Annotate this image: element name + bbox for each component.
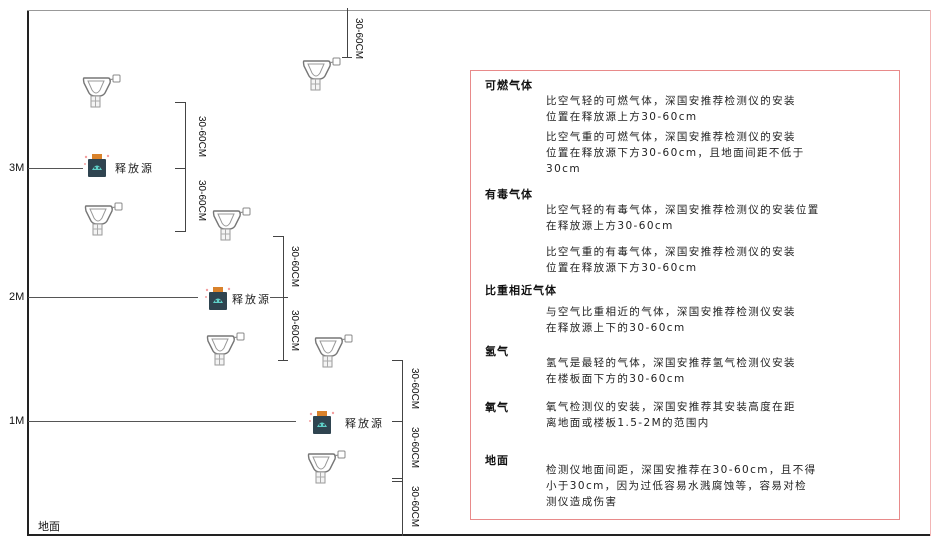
- section-paragraph: 检测仪地面间距，深国安推荐在30-60cm，且不得 小于30cm，因为过低容易水溅…: [546, 462, 817, 510]
- dim-tick: [278, 297, 288, 298]
- ceiling-line: [27, 10, 931, 11]
- section-paragraph: 比空气轻的可燃气体，深国安推荐检测仪的安装 位置在释放源上方30-60cm: [546, 93, 796, 125]
- paragraph-line: 与空气比重相近的气体，深国安推荐检测仪安装: [546, 306, 796, 318]
- dim-tick: [392, 478, 402, 479]
- wall-left: [27, 10, 29, 536]
- section-title: 地面: [485, 454, 509, 467]
- paragraph-line: 在楼板面下方的30-60cm: [546, 373, 686, 385]
- gas-detector-icon: [80, 200, 124, 240]
- gas-detector-icon: [78, 72, 122, 112]
- dim-tick: [392, 421, 402, 422]
- level-line-1m: [28, 421, 296, 422]
- section-paragraph: 比空气轻的有毒气体，深国安推荐检测仪的安装位置 在释放源上方30-60cm: [546, 202, 820, 234]
- paragraph-line: 离地面或楼板1.5-2M的范围内: [546, 417, 710, 429]
- dim-tick: [392, 481, 402, 482]
- level-line-3m: [28, 168, 83, 169]
- dim-tick: [273, 236, 283, 237]
- paragraph-line: 位置在释放源下方30-60cm: [546, 262, 698, 274]
- dim-line-3m: [185, 102, 186, 232]
- gas-detector-icon: [303, 448, 347, 488]
- dim-label: 30-60CM: [289, 310, 300, 352]
- section-title: 比重相近气体: [485, 284, 557, 297]
- paragraph-line: 小于30cm，因为过低容易水溅腐蚀等，容易对检: [546, 480, 808, 492]
- section-title: 有毒气体: [485, 188, 533, 201]
- gas-detector-icon: [202, 330, 246, 370]
- gas-detector-icon: [310, 332, 354, 372]
- section-paragraph: 氢气是最轻的气体，深国安推荐氢气检测仪安装 在楼板面下方的30-60cm: [546, 355, 796, 387]
- gas-source-icon: [83, 151, 111, 183]
- section-title: 氢气: [485, 345, 509, 358]
- dim-line-top: [347, 8, 348, 58]
- dim-label: 30-60CM: [353, 18, 364, 60]
- paragraph-line: 比空气重的可燃气体，深国安推荐检测仪的安装: [546, 131, 796, 143]
- level-line-2m: [28, 297, 198, 298]
- ground-label: 地面: [38, 520, 60, 533]
- info-panel: 可燃气体 比空气轻的可燃气体，深国安推荐检测仪的安装 位置在释放源上方30-60cm…: [470, 70, 900, 520]
- paragraph-line: 在释放源上下的30-60cm: [546, 322, 686, 334]
- dim-label: 30-60CM: [409, 368, 420, 410]
- paragraph-line: 检测仪地面间距，深国安推荐在30-60cm，且不得: [546, 464, 817, 476]
- level-1m: 1M: [9, 415, 25, 427]
- section-paragraph: 比空气重的可燃气体，深国安推荐检测仪的安装 位置在释放源下方30-60cm，且地面…: [546, 129, 805, 177]
- section-paragraph: 氧气检测仪的安装，深国安推荐其安装高度在距 离地面或楼板1.5-2M的范围内: [546, 399, 796, 431]
- paragraph-line: 测仪造成伤害: [546, 496, 618, 508]
- dim-label: 30-60CM: [409, 427, 420, 469]
- paragraph-line: 位置在释放源上方30-60cm: [546, 111, 698, 123]
- level-3m: 3M: [9, 162, 25, 174]
- dim-line-2m: [283, 236, 284, 361]
- gas-source-icon: [204, 284, 232, 316]
- section-title: 可燃气体: [485, 79, 533, 92]
- paragraph-line: 比空气重的有毒气体，深国安推荐检测仪的安装: [546, 246, 796, 258]
- gas-detector-icon: [298, 55, 342, 95]
- source-label: 释放源: [115, 162, 154, 175]
- floor-line: [27, 534, 931, 536]
- gas-detector-icon: [208, 205, 252, 245]
- dim-line-1m: [402, 360, 403, 536]
- section-paragraph: 与空气比重相近的气体，深国安推荐检测仪安装 在释放源上下的30-60cm: [546, 304, 796, 336]
- source-label: 释放源: [232, 293, 271, 306]
- paragraph-line: 氧气检测仪的安装，深国安推荐其安装高度在距: [546, 401, 796, 413]
- level-2m: 2M: [9, 291, 25, 303]
- dim-tick: [175, 102, 185, 103]
- section-paragraph: 比空气重的有毒气体，深国安推荐检测仪的安装 位置在释放源下方30-60cm: [546, 244, 796, 276]
- leader-2m: [270, 297, 283, 298]
- paragraph-line: 比空气轻的有毒气体，深国安推荐检测仪的安装位置: [546, 204, 820, 216]
- paragraph-line: 比空气轻的可燃气体，深国安推荐检测仪的安装: [546, 95, 796, 107]
- dim-label: 30-60CM: [196, 116, 207, 158]
- dim-label: 30-60CM: [196, 180, 207, 222]
- source-label: 释放源: [345, 417, 384, 430]
- dim-tick: [175, 231, 185, 232]
- paragraph-line: 30cm: [546, 163, 581, 175]
- dim-tick: [392, 360, 402, 361]
- paragraph-line: 氢气是最轻的气体，深国安推荐氢气检测仪安装: [546, 357, 796, 369]
- section-title: 氧气: [485, 401, 509, 414]
- dim-tick: [342, 57, 352, 58]
- right-border: [930, 10, 931, 536]
- paragraph-line: 在释放源上方30-60cm: [546, 220, 674, 232]
- dim-label: 30-60CM: [289, 246, 300, 288]
- paragraph-line: 位置在释放源下方30-60cm，且地面间距不低于: [546, 147, 805, 159]
- dim-tick: [175, 168, 185, 169]
- dim-tick: [278, 360, 288, 361]
- gas-source-icon: [308, 408, 336, 440]
- dim-label: 30-60CM: [409, 486, 420, 528]
